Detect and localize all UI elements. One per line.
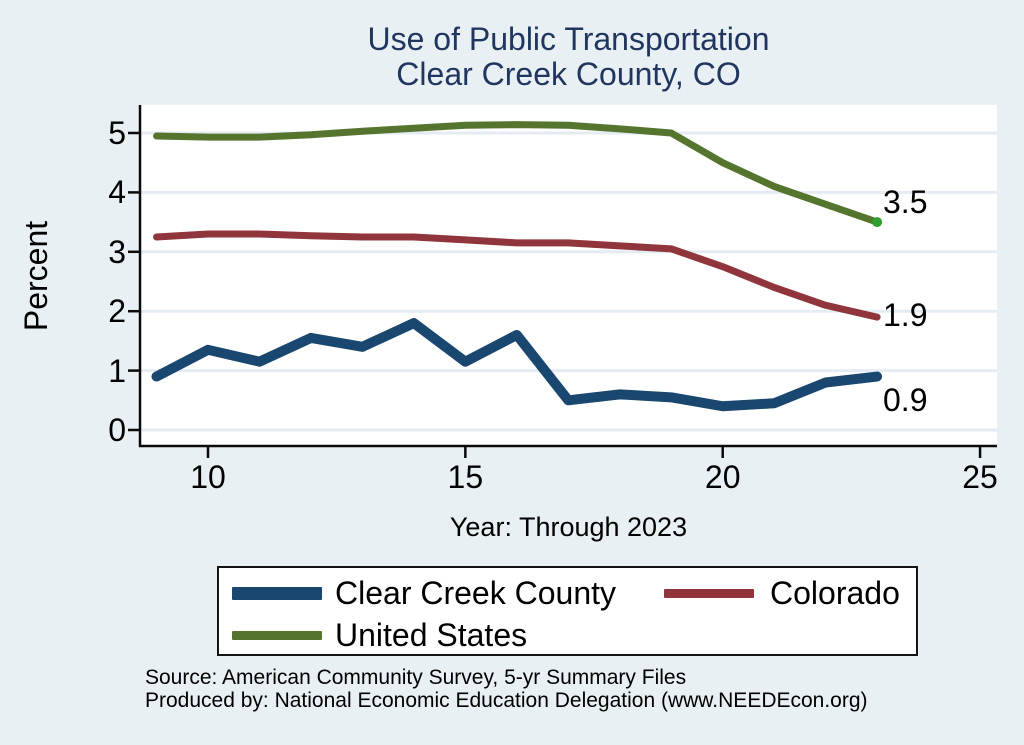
y-tick-label-4: 4: [108, 174, 126, 211]
y-tick-label-5: 5: [108, 115, 126, 151]
series-end-label-clear-creek-county: 0.9: [883, 381, 928, 418]
x-tick-label-10: 10: [190, 459, 226, 495]
plot-background: [140, 105, 997, 446]
series-line-clear-creek-county: [151, 318, 883, 412]
series-line-colorado: [153, 230, 881, 321]
x-tick-label-15: 15: [447, 459, 484, 495]
x-axis-title: Year: Through 2023: [449, 512, 688, 542]
series-end-dot-united-states: [872, 217, 883, 228]
y-tick-label-0: 0: [108, 412, 126, 448]
legend-box: Clear Creek County Colorado United State…: [217, 566, 918, 656]
y-tick-label-1: 1: [108, 352, 126, 389]
legend-swatch-colorado: [664, 589, 754, 598]
axis-lines: [138, 105, 997, 448]
chart-title-line1: Use of Public Transportation: [367, 21, 770, 57]
produced-by-line: Produced by: National Economic Education…: [145, 689, 868, 712]
y-tick-label-2: 2: [108, 293, 126, 330]
legend-swatch-clear-creek-county: [232, 587, 322, 600]
source-line: Source: American Community Survey, 5-yr …: [145, 666, 687, 689]
x-tick-label-20: 20: [704, 459, 741, 495]
legend-swatch-united-states: [232, 631, 322, 640]
legend-label-united-states: United States: [335, 617, 528, 653]
y-tick-label-3: 3: [108, 233, 126, 270]
y-axis-title: Percent: [18, 220, 54, 332]
legend-label-clear-creek-county: Clear Creek County: [335, 575, 616, 611]
series-end-label-colorado: 1.9: [883, 297, 928, 334]
x-tick-label-25: 25: [962, 459, 998, 495]
series-line-united-states: [153, 121, 881, 226]
chart-title: Use of Public Transportation Clear Creek…: [140, 22, 997, 92]
chart-title-line2: Clear Creek County, CO: [396, 56, 741, 92]
source-note: Source: American Community Survey, 5-yr …: [145, 666, 1005, 712]
legend-label-colorado: Colorado: [770, 575, 900, 611]
series-end-label-united-states: 3.5: [883, 184, 928, 221]
